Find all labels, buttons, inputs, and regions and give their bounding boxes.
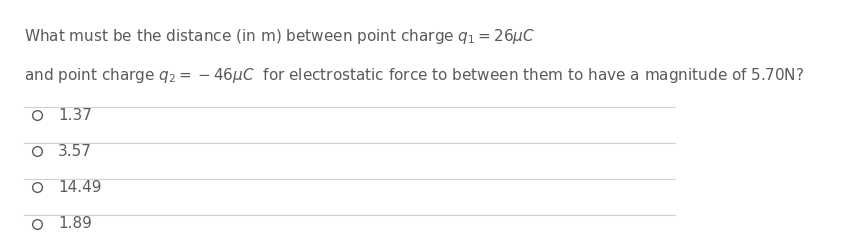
Text: and point charge $q_2 = -46\mu C$  for electrostatic force to between them to ha: and point charge $q_2 = -46\mu C$ for el…	[24, 65, 803, 84]
Text: 3.57: 3.57	[58, 144, 92, 159]
Text: 14.49: 14.49	[58, 180, 102, 195]
Text: What must be the distance (in m) between point charge $q_1 = 26\mu C$: What must be the distance (in m) between…	[24, 27, 535, 46]
Text: 1.37: 1.37	[58, 107, 92, 123]
Text: 1.89: 1.89	[58, 216, 92, 231]
